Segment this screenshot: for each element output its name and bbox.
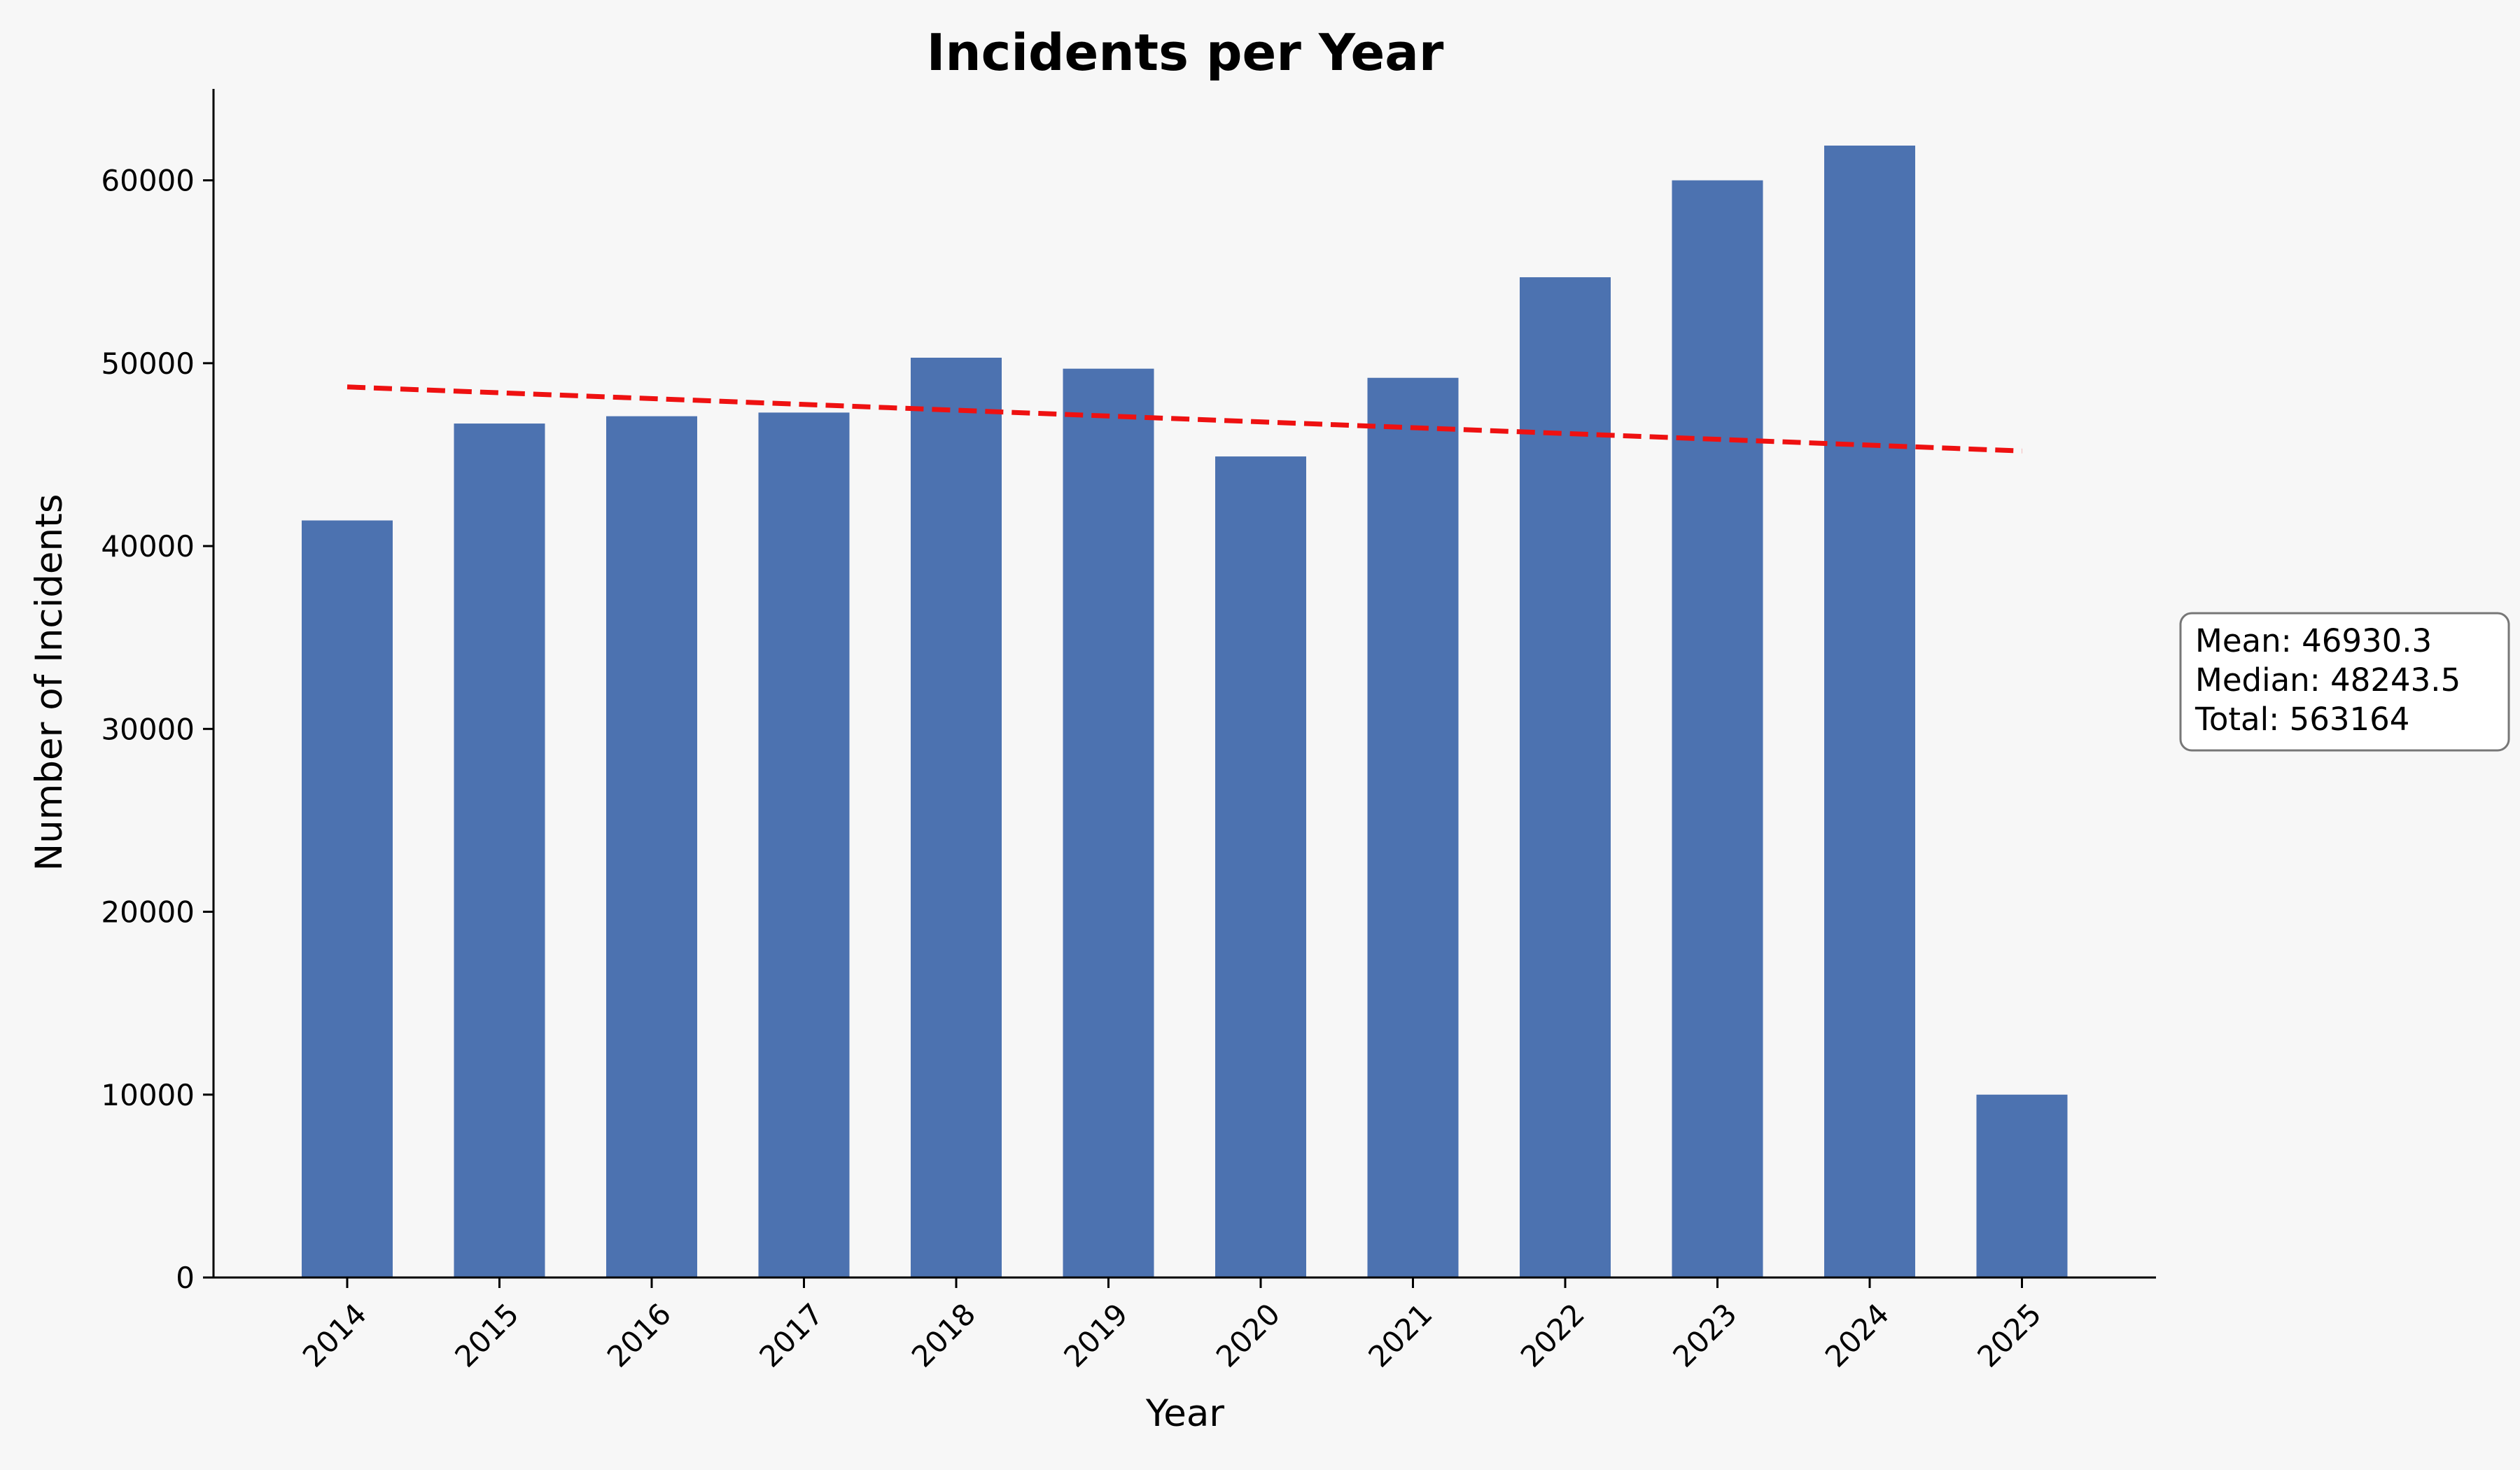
y-tick-label: 50000 — [101, 346, 195, 381]
x-tick-label-2015: 2015 — [448, 1296, 525, 1373]
stats-total: Total: 563164 — [2194, 701, 2409, 738]
x-tick-label-2019: 2019 — [1057, 1296, 1134, 1373]
x-tick-label-2022: 2022 — [1514, 1296, 1591, 1373]
x-tick-label-2025: 2025 — [1970, 1296, 2047, 1373]
bar-2017 — [758, 412, 850, 1278]
bar-2024 — [1824, 145, 1915, 1278]
bar-2023 — [1672, 180, 1763, 1278]
chart-title: Incidents per Year — [927, 23, 1444, 82]
trend-line-group — [346, 384, 2022, 454]
y-tick-label: 60000 — [101, 164, 195, 198]
trend-line — [346, 384, 2022, 454]
y-tick-label: 40000 — [101, 529, 195, 564]
bar-2015 — [454, 424, 545, 1278]
bar-2021 — [1367, 377, 1459, 1278]
y-axis-title: Number of Incidents — [28, 493, 71, 871]
x-tick-label-2020: 2020 — [1210, 1296, 1287, 1373]
x-tick-label-2014: 2014 — [296, 1296, 373, 1373]
x-tick-label-2024: 2024 — [1819, 1296, 1896, 1373]
stats-median: Median: 48243.5 — [2195, 662, 2460, 699]
y-tick-label: 10000 — [101, 1078, 195, 1112]
y-tick-label: 0 — [176, 1261, 195, 1295]
x-axis: 2014 2015 2016 2017 2018 2019 2020 2021 2022 2023… — [214, 1276, 2156, 1374]
bar-2019 — [1063, 368, 1154, 1278]
x-axis-title: Year — [1145, 1392, 1224, 1435]
x-tick-label-2018: 2018 — [905, 1296, 982, 1373]
x-tick-label-2017: 2017 — [752, 1296, 830, 1373]
bars — [302, 145, 2068, 1278]
bar-2018 — [911, 358, 1002, 1278]
bar-2025 — [1976, 1094, 2068, 1278]
x-tick-label-2021: 2021 — [1362, 1296, 1438, 1373]
y-tick-label: 20000 — [101, 895, 195, 930]
bar-2016 — [606, 416, 697, 1278]
bar-2022 — [1520, 277, 1611, 1278]
stats-mean: Mean: 46930.3 — [2195, 622, 2432, 659]
y-axis: 0 10000 20000 30000 40000 50000 60000 — [101, 89, 215, 1295]
stats-box-frame — [2179, 612, 2510, 752]
stats-box: Mean: 46930.3 Median: 48243.5 Total: 563… — [2179, 612, 2510, 752]
bar-2014 — [302, 520, 393, 1278]
x-tick-label-2023: 2023 — [1666, 1296, 1743, 1373]
x-tick-label-2016: 2016 — [601, 1296, 678, 1373]
y-tick-label: 30000 — [101, 712, 195, 746]
bar-2020 — [1215, 456, 1306, 1278]
